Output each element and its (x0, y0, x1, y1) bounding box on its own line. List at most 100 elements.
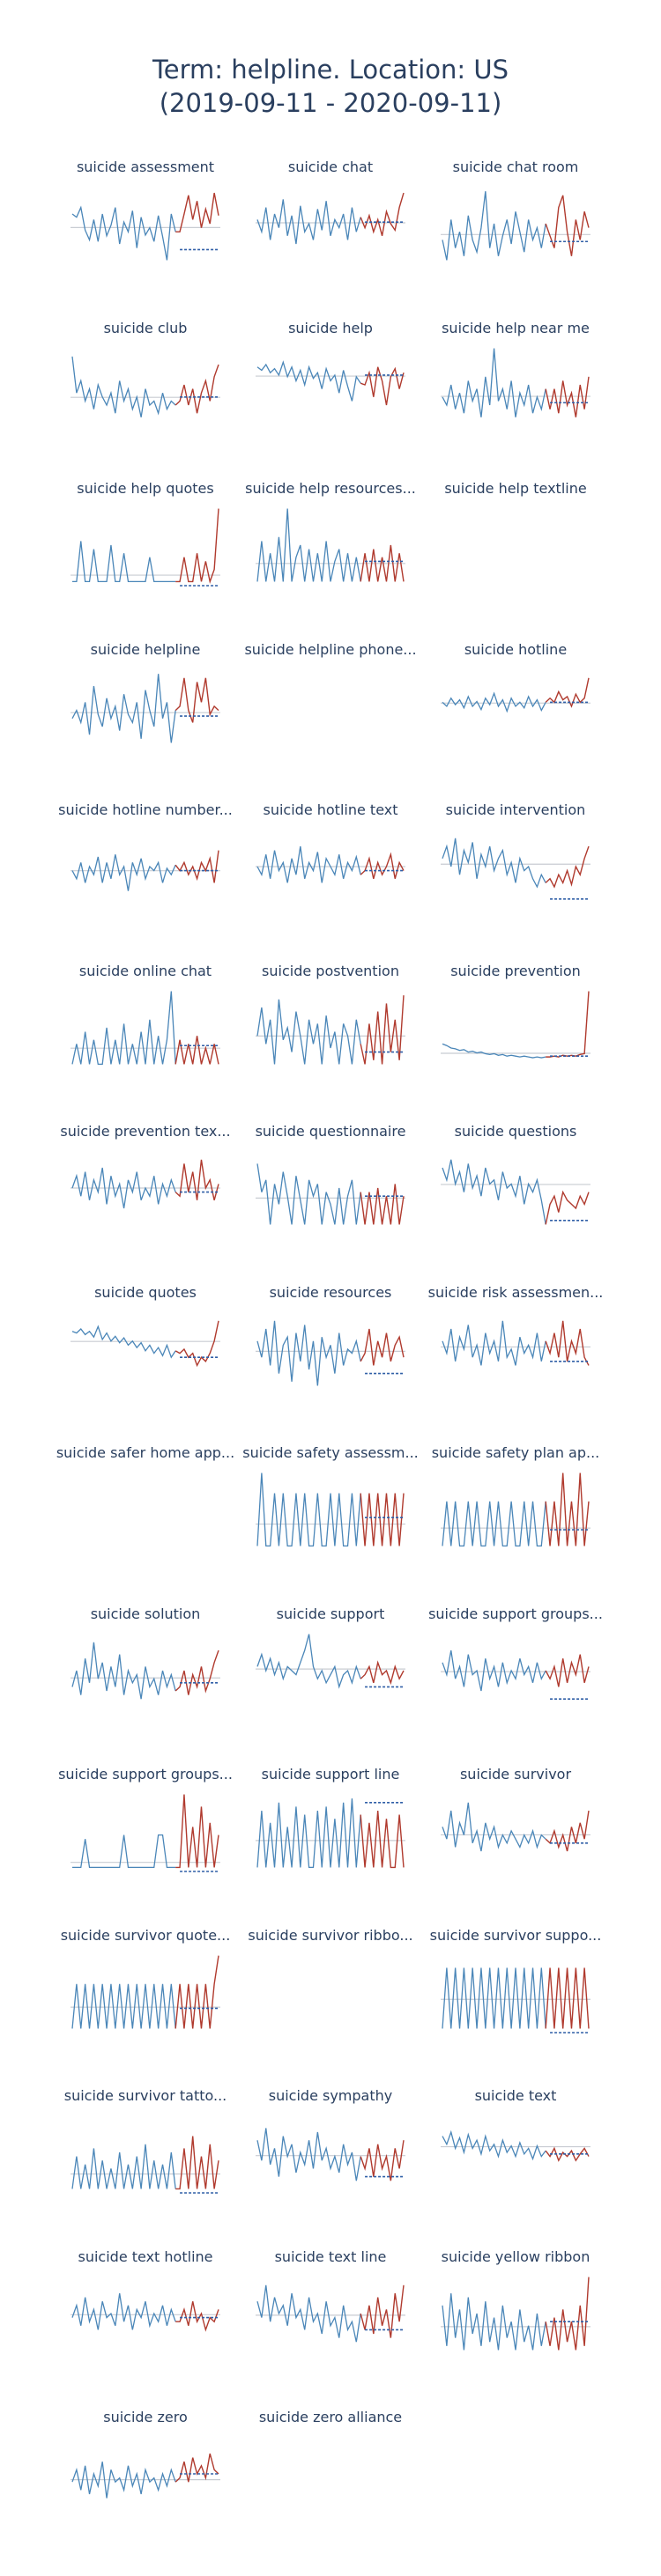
forecast-series-line (360, 366, 405, 405)
history-series-line (256, 1163, 361, 1225)
history-series-line (442, 348, 546, 417)
forecast-series-line (175, 1650, 219, 1695)
panel-plot (71, 356, 220, 417)
history-series-line (71, 1324, 176, 1359)
panel-plot (256, 845, 405, 883)
forecast-series-line (545, 677, 590, 708)
history-series-line (72, 1834, 176, 1869)
panel-title: suicide club (103, 319, 188, 336)
forecast-series-line (175, 1320, 219, 1367)
history-series-line (71, 991, 176, 1065)
forecast-series-line (175, 850, 219, 883)
forecast-series-line (546, 991, 590, 1058)
panel-title: suicide help quotes (77, 480, 214, 497)
panel-plot (71, 2292, 220, 2332)
forecast-series-line (360, 544, 405, 582)
panel-title: suicide quotes (94, 1283, 197, 1301)
forecast-series-line (360, 1659, 405, 1685)
panel-plot (256, 1473, 405, 1547)
forecast-series-line (360, 2284, 405, 2338)
panel-title: suicide safety plan ap... (431, 1444, 600, 1461)
history-series-line (442, 838, 546, 889)
panel-title: suicide zero alliance (258, 2409, 403, 2425)
panel-plot (71, 192, 220, 261)
panel-plot (441, 2129, 590, 2162)
history-series-line (256, 1798, 361, 1869)
panel-title: suicide survivor quote... (60, 1926, 231, 1944)
panel-plot (71, 850, 220, 891)
panel-title: suicide hotline text (263, 801, 398, 818)
history-series-line (442, 1802, 546, 1852)
history-series-line (442, 1159, 546, 1225)
forecast-series-line (545, 1473, 590, 1546)
history-series-line (442, 1320, 546, 1366)
panel-plot (256, 1320, 405, 1385)
panel-title: suicide yellow ribbon (441, 2248, 590, 2265)
history-series-line (256, 199, 361, 245)
forecast-series-line (545, 2146, 590, 2162)
panel-title: suicide help resources... (245, 480, 416, 497)
panel-title: suicide assessment (76, 159, 215, 175)
panel-title: suicide prevention (450, 962, 581, 979)
history-series-line (442, 1650, 546, 1691)
forecast-series-line (175, 1035, 219, 1065)
forecast-series-line (360, 852, 405, 879)
panel-title: suicide text line (274, 2248, 387, 2265)
panel-title: suicide support groups... (58, 1766, 233, 1783)
panel-title: suicide prevention tex... (60, 1123, 231, 1140)
panel-plot (71, 1642, 220, 1699)
panel-title: suicide support line (261, 1766, 400, 1783)
forecast-series-line (360, 192, 405, 236)
title-line-2: (2019-09-11 - 2020-09-11) (159, 88, 502, 118)
panel-title: suicide support groups... (428, 1605, 603, 1622)
panel-title: suicide questions (454, 1123, 577, 1140)
panel-plot (441, 2277, 590, 2351)
panel-plot (441, 991, 590, 1059)
panel-plot (441, 1320, 590, 1366)
panel-title: suicide chat (287, 159, 374, 175)
page-title: Term: helpline. Location: US (2019-09-11… (0, 53, 661, 120)
panel-plot (256, 1798, 405, 1869)
forecast-series-line (360, 1493, 405, 1546)
forecast-series-line (360, 1328, 405, 1366)
panel-plot (71, 1954, 220, 2028)
history-series-line (71, 1642, 176, 1699)
history-series-line (71, 205, 176, 261)
forecast-series-line (175, 192, 219, 233)
history-series-line (256, 2284, 361, 2342)
panel-title: suicide online chat (78, 962, 212, 979)
forecast-series-line (175, 364, 219, 413)
panel-plot (71, 2453, 220, 2498)
panel-title: suicide support (276, 1605, 385, 1622)
panel-plot (256, 1163, 405, 1225)
panel-title: suicide survivor ribbo... (248, 1926, 413, 1944)
panel-title: suicide help textline (444, 480, 587, 497)
history-series-line (442, 1501, 546, 1547)
panel-plot (441, 348, 590, 417)
history-series-line (72, 541, 176, 583)
history-series-line (71, 673, 176, 742)
panel-title: suicide survivor tatto... (63, 2087, 227, 2104)
panel-plot (71, 1794, 220, 1872)
panel-plot (71, 1159, 220, 1209)
title-line-1: Term: helpline. Location: US (152, 55, 509, 85)
forecast-series-line (545, 1967, 590, 2028)
panel-title: suicide help near me (442, 319, 590, 336)
panel-plot (256, 508, 405, 582)
forecast-series-line (360, 1810, 405, 1869)
panel-title: suicide hotline (464, 640, 568, 658)
history-series-line (256, 1473, 361, 1547)
history-series-line (71, 854, 176, 891)
forecast-series-line (175, 677, 219, 723)
panel-title: suicide text (474, 2087, 557, 2104)
history-series-line (71, 2292, 176, 2330)
panel-title: suicide intervention (445, 801, 586, 818)
history-series-line (442, 2129, 546, 2161)
panel-plot (256, 359, 405, 405)
forecast-series-line (175, 508, 219, 584)
panel-title: suicide solution (90, 1605, 201, 1622)
forecast-series-line (360, 2140, 405, 2181)
history-series-line (442, 690, 546, 712)
panel-plot (71, 508, 220, 587)
